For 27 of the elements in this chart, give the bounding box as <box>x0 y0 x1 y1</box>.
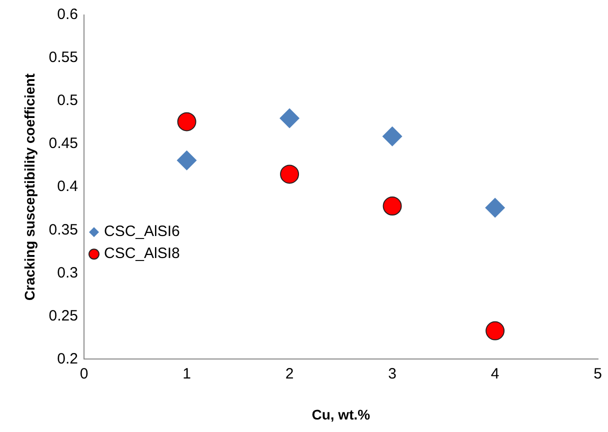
point <box>176 150 197 170</box>
y-tick-label: 0.25 <box>48 307 78 324</box>
y-tick-label: 0.45 <box>48 135 78 152</box>
x-tick-label: 2 <box>285 365 294 382</box>
y-axis-title: Cracking susceptibility coefficient <box>21 73 38 301</box>
legend-label: CSC_AlSI6 <box>104 223 180 240</box>
y-tick-label: 0.55 <box>48 49 78 66</box>
y-tick-label: 0.2 <box>57 350 78 368</box>
point <box>486 321 505 340</box>
point <box>485 198 506 218</box>
y-tick-label: 0.35 <box>48 221 78 238</box>
x-tick-label: 3 <box>388 365 396 382</box>
point <box>280 164 300 184</box>
y-tick-label: 0.6 <box>57 6 78 24</box>
point <box>177 112 196 132</box>
y-tick-label: 0.4 <box>57 178 78 196</box>
x-tick-label: 5 <box>594 365 602 382</box>
y-tick-label: 0.3 <box>57 264 78 282</box>
legend-label: CSC_AlSI8 <box>104 245 180 262</box>
x-axis-title: Cu, wt.% <box>312 406 371 422</box>
x-tick-label: 1 <box>182 365 191 382</box>
point <box>382 126 402 146</box>
x-tick-label: 0 <box>80 365 88 382</box>
point <box>280 108 300 128</box>
x-tick-label: 4 <box>490 365 500 382</box>
y-tick-label: 0.5 <box>57 92 78 110</box>
point <box>382 196 402 216</box>
